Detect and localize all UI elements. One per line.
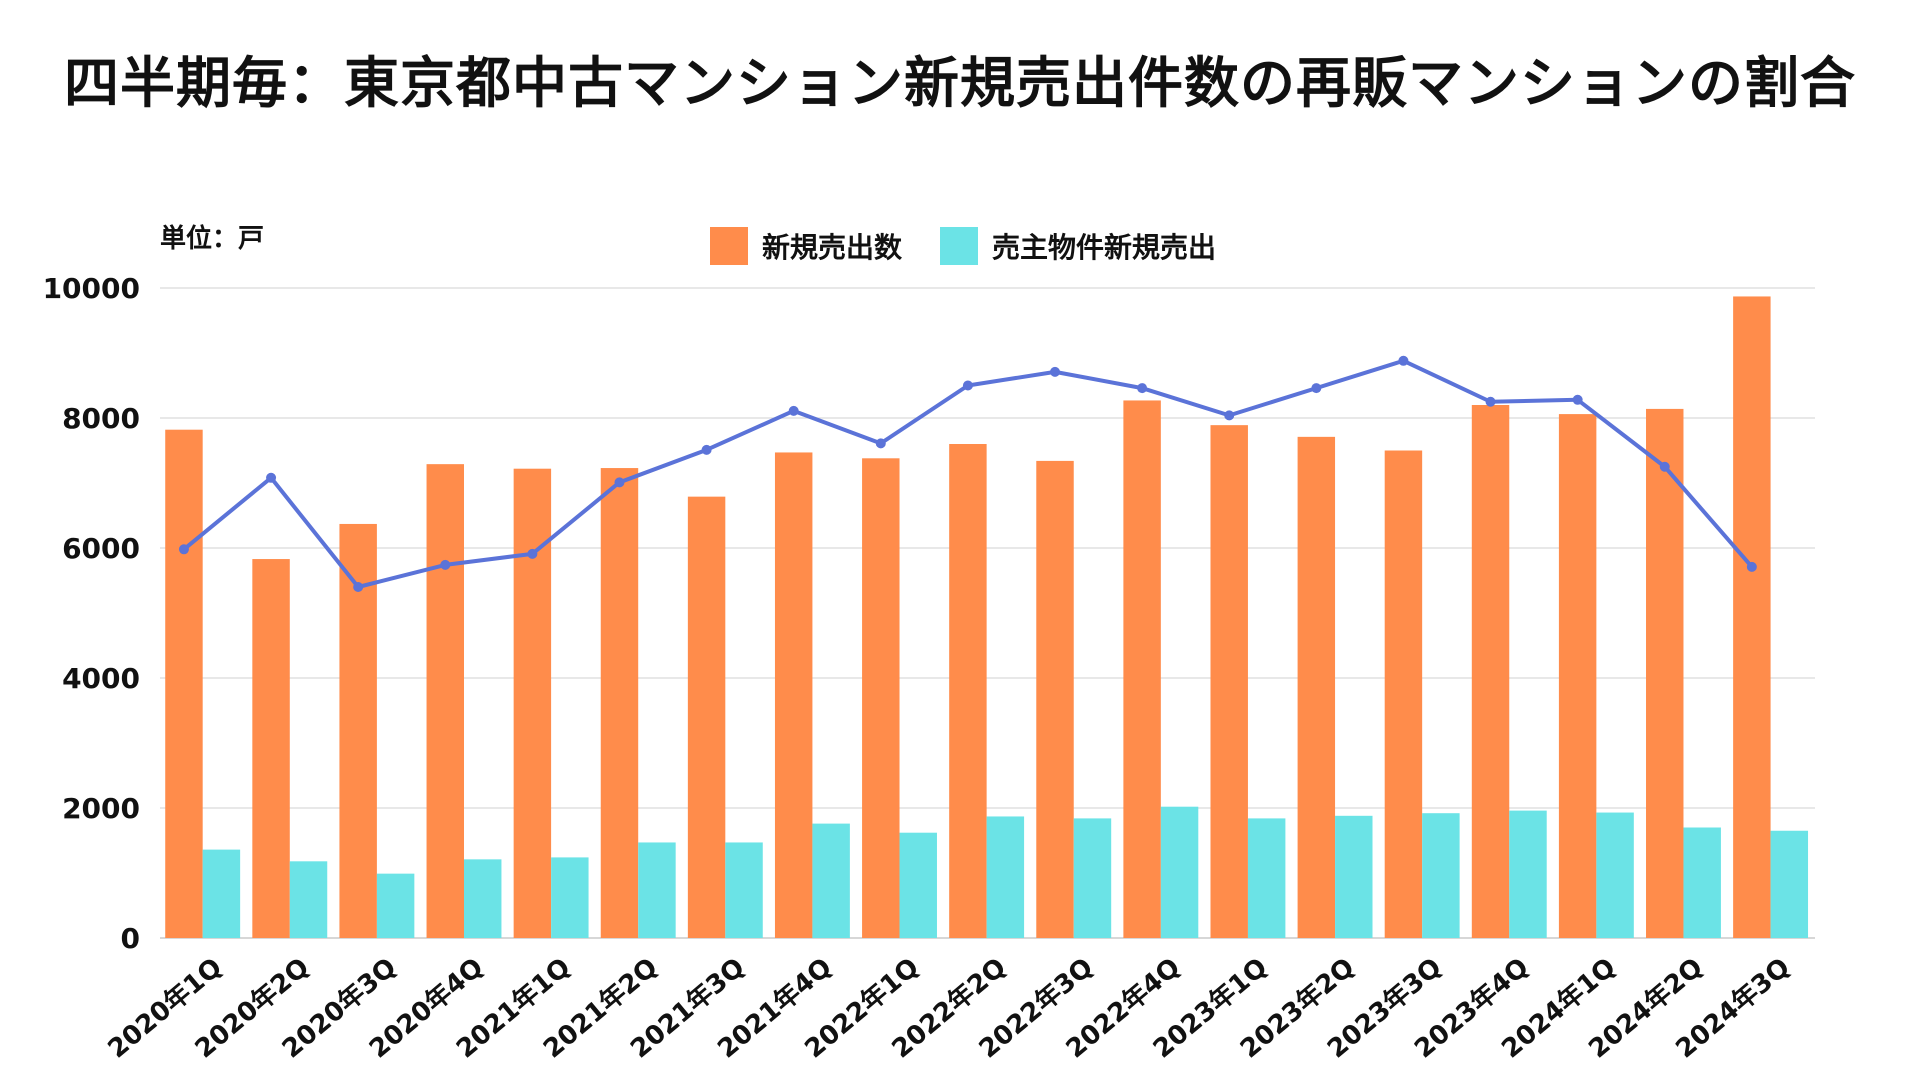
- line-point: [1572, 394, 1583, 405]
- y-tick-label: 2000: [62, 792, 140, 825]
- line-point: [178, 544, 189, 555]
- line-point: [701, 444, 712, 455]
- legend-item-seller-listings: 売主物件新規売出: [940, 226, 1216, 266]
- line-point: [1311, 383, 1322, 394]
- bar-new-listings: [165, 429, 203, 938]
- bar-new-listings: [252, 559, 290, 938]
- bar-new-listings: [513, 468, 552, 938]
- bar-new-listings: [1558, 414, 1597, 939]
- legend-item-new-listings: 新規売出数: [710, 226, 902, 266]
- bar-seller-listings: [1247, 818, 1286, 938]
- line-point: [440, 559, 451, 570]
- y-tick-label: 4000: [62, 662, 140, 695]
- line-point: [353, 582, 364, 592]
- bar-new-listings: [774, 452, 813, 938]
- line-point: [788, 405, 799, 416]
- bar-seller-listings: [638, 842, 676, 938]
- unit-label: 単位：戸: [160, 224, 265, 254]
- bar-seller-listings: [1770, 830, 1809, 938]
- legend-label-seller-listings: 売主物件新規売出: [992, 231, 1217, 264]
- bar-seller-listings: [551, 857, 589, 938]
- bar-new-listings: [1036, 460, 1074, 938]
- line-point: [875, 438, 886, 449]
- bar-new-listings: [1733, 296, 1771, 938]
- bar-seller-listings: [725, 842, 763, 938]
- line-point: [614, 477, 625, 488]
- y-tick-label: 0: [121, 922, 140, 955]
- bar-new-listings: [687, 496, 726, 938]
- bar-seller-listings: [1683, 827, 1721, 938]
- legend: 新規売出数 売主物件新規売出: [710, 226, 1254, 266]
- line-point: [1137, 383, 1148, 394]
- bar-seller-listings: [463, 859, 502, 938]
- line-point: [527, 548, 538, 559]
- bar-seller-listings: [289, 861, 328, 938]
- line-point: [1224, 410, 1235, 421]
- bar-new-listings: [862, 458, 900, 938]
- bar-new-listings: [1210, 425, 1248, 938]
- y-tick-label: 6000: [62, 532, 140, 565]
- line-point: [1659, 461, 1670, 472]
- line-point: [1050, 366, 1061, 377]
- bar-new-listings: [426, 464, 464, 938]
- line-point: [266, 472, 277, 483]
- line-point: [1398, 355, 1409, 366]
- line-point: [962, 380, 973, 391]
- legend-swatch-seller-listings: [940, 227, 979, 265]
- y-tick-label: 10000: [43, 272, 140, 305]
- bar-seller-listings: [812, 823, 850, 938]
- line-point: [1746, 561, 1757, 572]
- bar-seller-listings: [899, 832, 937, 938]
- bar-new-listings: [1297, 436, 1336, 938]
- line-point: [1485, 396, 1496, 407]
- bar-seller-listings: [376, 873, 415, 938]
- bar-seller-listings: [1596, 812, 1634, 938]
- bar-seller-listings: [1422, 813, 1460, 938]
- bar-seller-listings: [1160, 806, 1199, 938]
- bar-seller-listings: [1073, 818, 1112, 938]
- legend-swatch-new-listings: [710, 227, 748, 265]
- bar-seller-listings: [986, 816, 1025, 938]
- bar-seller-listings: [202, 849, 241, 938]
- bar-new-listings: [339, 523, 377, 938]
- bar-new-listings: [1384, 450, 1423, 938]
- y-tick-label: 8000: [62, 402, 140, 435]
- legend-label-new-listings: 新規売出数: [762, 231, 903, 264]
- bar-new-listings: [600, 468, 639, 938]
- bar-new-listings: [1646, 408, 1684, 938]
- bar-seller-listings: [1509, 810, 1547, 938]
- bar-new-listings: [1471, 405, 1510, 938]
- bar-new-listings: [1123, 400, 1161, 938]
- bar-new-listings: [949, 444, 987, 938]
- chart-title: 四半期毎：東京都中古マンション新規売出件数の再販マンションの割合: [63, 51, 1856, 115]
- bar-seller-listings: [1335, 815, 1373, 938]
